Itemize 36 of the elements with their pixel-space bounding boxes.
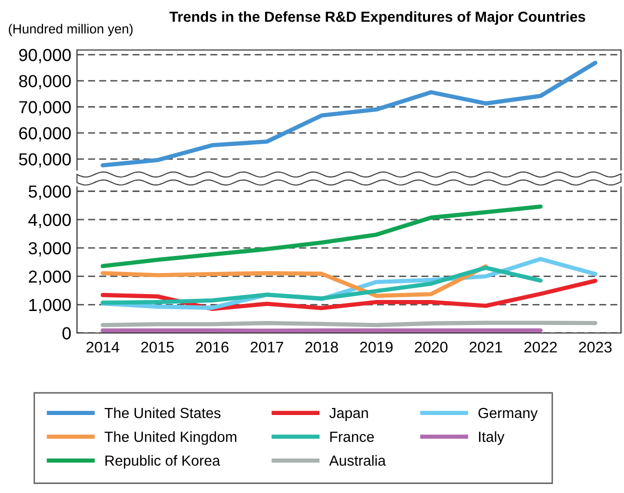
x-tick-label: 2022 <box>524 342 557 353</box>
line-series <box>100 264 488 298</box>
x-tick-label: 2021 <box>470 342 502 353</box>
legend-label: Germany <box>478 408 538 422</box>
y-axis-title: (Hundred million yen) <box>8 24 133 36</box>
y-tick-label: 0 <box>62 327 71 340</box>
x-tick-label: 2015 <box>141 342 174 353</box>
x-tick-label: 2023 <box>579 342 612 353</box>
legend-label: Italy <box>479 431 504 445</box>
x-tick-label: 2018 <box>305 342 338 353</box>
x-tick-label: 2016 <box>196 342 229 353</box>
line-series <box>100 60 598 168</box>
y-tick-label: 3,000 <box>28 242 71 256</box>
y-tick-label: 4,000 <box>28 214 71 228</box>
chart-title: Trends in the Defense R&D Expenditures of Major Countries <box>169 11 586 25</box>
x-tick-label: 2020 <box>414 342 448 353</box>
line-series <box>100 204 543 268</box>
x-tick-label: 2014 <box>86 342 120 353</box>
line-series <box>100 266 543 305</box>
line-series <box>100 278 598 311</box>
y-tick-label: 1,000 <box>29 298 71 314</box>
y-tick-label: 50,000 <box>19 153 71 168</box>
x-tick-label: 2017 <box>250 342 284 353</box>
legend-label: France <box>330 432 374 442</box>
x-tick-label: 2019 <box>360 342 393 353</box>
y-tick-label: 5,000 <box>28 185 71 200</box>
legend-label: The United States <box>104 407 220 418</box>
y-tick-label: 80,000 <box>19 74 71 90</box>
legend-label: Republic of Korea <box>105 455 220 469</box>
y-tick-label: 2,000 <box>28 270 71 285</box>
legend-label: Japan <box>329 408 368 422</box>
y-tick-label: 70,000 <box>19 101 71 116</box>
y-tick-label: 60,000 <box>19 127 71 142</box>
legend-label: The United Kingdom <box>104 431 236 445</box>
legend-label: Australia <box>329 455 386 466</box>
y-tick-label: 90,000 <box>19 48 71 64</box>
